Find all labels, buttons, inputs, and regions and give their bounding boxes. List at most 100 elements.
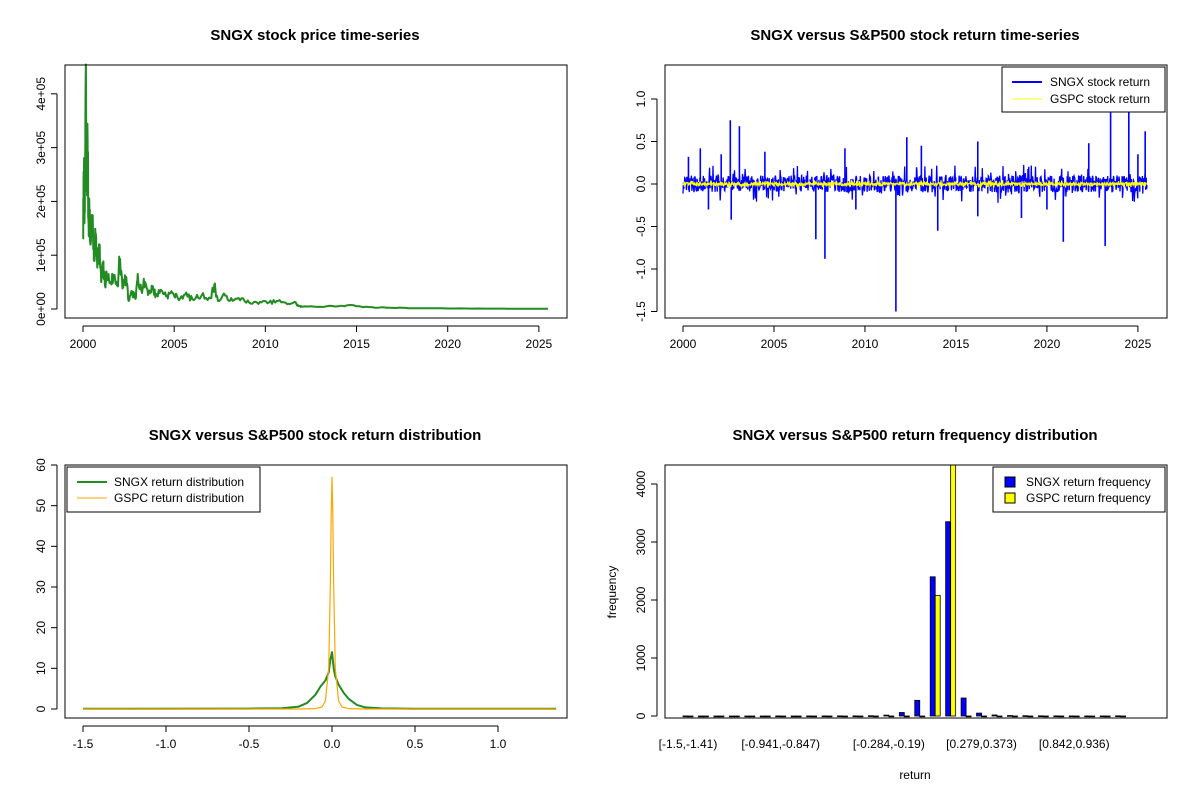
density-y-tick-label: 0 [34,705,48,712]
density-x-tick-label: 0.0 [324,737,341,751]
returns-y-tick-label: 0.0 [634,175,648,192]
returns-x-tick-label: 2010 [852,337,879,351]
density-series-sngx-line [82,651,557,710]
returns-x-tick-label: 2020 [1034,337,1061,351]
price-chart-frame [64,64,568,319]
price-x-tick-label: 2000 [70,337,97,351]
density-x-tick-label: -1.0 [156,737,177,751]
density-y-tick-label: 20 [34,621,48,635]
frequency-bar-gspc [903,715,910,718]
frequency-bar-gspc [1120,715,1126,718]
frequency-bar-gspc [1027,715,1034,718]
frequency-bar-sngx [821,715,828,718]
frequency-legend-label-gspc: GSPC return frequency [1026,491,1151,505]
frequency-bar-sngx [1007,715,1013,717]
frequency-bar-sngx [682,715,689,718]
frequency-bar-gspc [733,715,740,718]
frequency-bar-sngx [1022,715,1029,717]
returns-x-tick-label: 2015 [943,337,970,351]
frequency-bar-gspc [888,715,895,718]
frequency-y-tick-label: 4000 [634,470,648,497]
returns-series-gspc-line [682,178,1148,189]
frequency-chart-xlabel: return [899,768,930,782]
returns-y-tick-label: 1.0 [634,90,648,107]
frequency-bar-gspc [950,464,957,717]
density-y-tick-label: 60 [34,458,48,472]
frequency-chart-title: SNGX versus S&P500 return frequency dist… [732,427,1097,444]
density-y-tick-label: 30 [34,580,48,594]
frequency-bar-gspc [873,715,879,718]
frequency-bar-sngx [837,715,843,718]
returns-legend-box [1001,66,1166,113]
frequency-bar-sngx [960,697,967,717]
frequency-bar-gspc [857,715,864,718]
frequency-bar-sngx [929,576,936,717]
frequency-bar-sngx [914,699,921,717]
frequency-bar-gspc [1012,715,1018,718]
frequency-bar-gspc [826,715,833,718]
frequency-bar-gspc [1089,715,1096,718]
frequency-chart-frame [664,464,1168,719]
frequency-bar-sngx [759,715,766,718]
price-y-tick-label: 4e+05 [34,77,48,111]
frequency-x-tick-label: [-1.5,-1.41) [659,737,718,751]
frequency-legend-box [992,466,1166,513]
frequency-bar-sngx [790,715,797,718]
frequency-bar-sngx [728,715,735,718]
density-y-tick-label: 50 [34,499,48,513]
frequency-bar-gspc [1058,715,1065,718]
frequency-bar-gspc [749,715,756,718]
returns-legend-label-gspc: GSPC stock return [1050,92,1150,106]
density-legend-label-gspc: GSPC return distribution [114,491,244,505]
returns-x-tick-label: 2000 [670,337,697,351]
frequency-bar-sngx [868,715,874,717]
price-y-tick-label: 3e+05 [34,130,48,164]
frequency-bar-sngx [1053,715,1060,718]
frequency-bar-gspc [795,715,802,718]
frequency-bar-sngx [1084,715,1091,718]
returns-legend-label-sngx: SNGX stock return [1050,75,1150,89]
frequency-x-tick-label: [-0.284,-0.19) [853,737,925,751]
returns-x-tick-label: 2025 [1125,337,1152,351]
frequency-bar-gspc [1104,715,1111,718]
price-x-tick-label: 2005 [161,337,188,351]
price-chart-title: SNGX stock price time-series [210,27,419,44]
density-chart: SNGX versus S&P500 stock return distribu… [34,427,568,751]
price-chart-marks: 2000 2005 2010 2015 2020 2025 0e+00 1e+05 2e+05 3… [34,63,553,351]
returns-y-tick-label: -1.5 [634,301,648,322]
density-legend-label-sngx: SNGX return distribution [114,475,244,489]
price-y-tick-label: 1e+05 [34,238,48,272]
price-series-line [82,63,549,310]
returns-x-tick-label: 2005 [761,337,788,351]
returns-y-tick-label: -1.0 [634,258,648,279]
frequency-chart-marks: 0 1000 2000 3000 4000 [-1.5,-1.41) [-0.941,-0.… [634,464,1126,751]
frequency-y-tick-label: 0 [634,712,648,719]
frequency-y-tick-label: 1000 [634,644,648,671]
returns-legend: SNGX stock return GSPC stock return [1001,66,1166,113]
frequency-bar-sngx [976,712,982,717]
frequency-bar-gspc [1073,715,1080,718]
frequency-bar-sngx [698,715,704,718]
density-chart-marks: -1.5 -1.0 -0.5 0.0 0.5 1.0 0 10 20 30 40 50 60 [34,458,557,751]
density-legend: SNGX return distribution GSPC return dis… [66,466,261,513]
frequency-legend-label-sngx: SNGX return frequency [1026,475,1151,489]
density-x-tick-label: 1.0 [490,737,507,751]
returns-chart: SNGX versus S&P500 stock return time-ser… [634,27,1168,351]
frequency-x-tick-label: [0.842,0.936) [1039,737,1110,751]
price-chart: SNGX stock price time-series 2000 2005 201… [34,27,568,351]
frequency-bar-gspc [811,715,817,718]
frequency-bar-gspc [703,715,709,718]
density-y-tick-label: 40 [34,539,48,553]
frequency-bar-sngx [945,521,952,717]
frequency-bar-gspc [919,715,926,718]
frequency-bar-sngx [991,714,998,717]
frequency-legend: SNGX return frequency GSPC return freque… [992,466,1166,513]
frequency-bar-sngx [713,715,720,718]
returns-chart-frame [664,64,1168,319]
density-chart-frame [64,464,568,719]
frequency-chart-ylabel: frequency [605,566,619,619]
frequency-y-tick-label: 2000 [634,586,648,613]
frequency-bar-sngx [806,715,812,718]
frequency-x-tick-label: [0.279,0.373) [946,737,1017,751]
